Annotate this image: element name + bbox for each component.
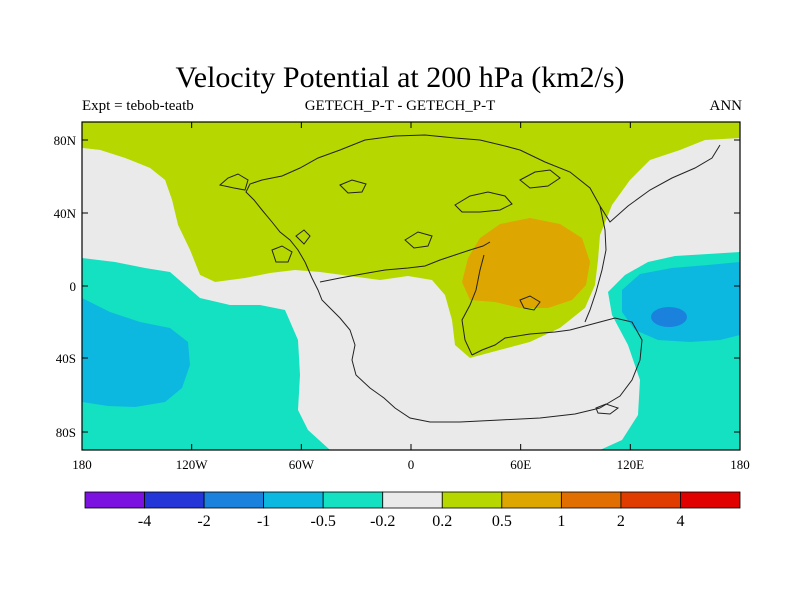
x-tick-label: 60E: [510, 457, 531, 472]
y-tick-label: 0: [70, 279, 77, 294]
colorbar-label: -0.2: [370, 513, 395, 530]
coastline-central-east: [471, 317, 643, 409]
colorbar-label: 0.2: [432, 513, 452, 530]
colorbar-label: 4: [676, 513, 684, 530]
colorbar-label: -1: [257, 513, 270, 530]
x-tick-label: 60W: [289, 457, 315, 472]
colorbar-label: -4: [138, 513, 151, 530]
coastline-southern-rim: [461, 254, 485, 356]
colorbar-swatch: [382, 491, 443, 509]
y-tick-label: 40N: [54, 206, 77, 221]
island-north-3: [454, 191, 513, 213]
x-tick-label: 120W: [176, 457, 209, 472]
colorbar-label: 2: [617, 513, 625, 530]
colorbar: -4 -2 -1 -0.5 -0.2 0.2 0.5 1 2 4: [84, 491, 741, 530]
island-west-2: [295, 229, 311, 245]
island-center-south: [519, 295, 541, 311]
colorbar-swatch: [680, 491, 741, 509]
y-axis: 80N 40N 0 40S 80S: [54, 133, 740, 440]
colorbar-swatch: [501, 491, 562, 509]
colorbar-swatch: [144, 491, 205, 509]
colorbar-swatch: [263, 491, 324, 509]
coastlines: [218, 134, 721, 423]
colorbar-swatch: [441, 491, 503, 509]
x-tick-label: 180: [72, 457, 92, 472]
island-southeast: [595, 403, 620, 415]
model-label: GETECH_P-T - GETECH_P-T: [304, 98, 496, 114]
coastline-north-east: [519, 144, 721, 223]
colorbar-swatch: [322, 491, 384, 509]
plot-title: Velocity Potential at 200 hPa (km2/s): [175, 61, 625, 94]
island-north-1: [218, 173, 249, 191]
x-axis: 180 120W 60W 0 60E 120E 180: [72, 122, 750, 472]
colorbar-label: -0.5: [311, 513, 336, 530]
coastline-north-inner: [319, 241, 491, 283]
coastline-central-west: [304, 261, 601, 423]
colorbar-swatch: [620, 491, 681, 509]
y-tick-label: 80S: [56, 425, 76, 440]
coastline-eastern-rim: [584, 205, 607, 323]
x-tick-label: 180: [730, 457, 750, 472]
island-center: [404, 231, 433, 249]
field-negative-05-west: [82, 298, 190, 407]
contour-field: [82, 122, 740, 450]
island-north-2: [339, 179, 367, 194]
experiment-label: Expt = tebob-teatb: [82, 98, 194, 114]
y-tick-label: 40S: [56, 351, 76, 366]
x-tick-label: 0: [408, 457, 415, 472]
x-tick-label: 120E: [617, 457, 645, 472]
colorbar-label: 0.5: [492, 513, 512, 530]
field-positive-1: [462, 218, 590, 308]
colorbar-label: 1: [557, 513, 565, 530]
colorbar-swatch: [203, 491, 265, 509]
field-negative-05-east: [622, 262, 740, 342]
coastline-north-america: [245, 134, 521, 263]
colorbar-swatch: [84, 491, 145, 509]
season-label: ANN: [709, 98, 743, 114]
field-positive-05: [82, 122, 740, 358]
field-negative-1-east: [651, 307, 687, 327]
field-neutral-south: [440, 290, 628, 450]
island-north-4: [519, 169, 561, 189]
colorbar-label: -2: [197, 513, 210, 530]
island-west: [271, 245, 293, 263]
y-tick-label: 80N: [54, 133, 77, 148]
colorbar-swatch: [560, 491, 622, 509]
